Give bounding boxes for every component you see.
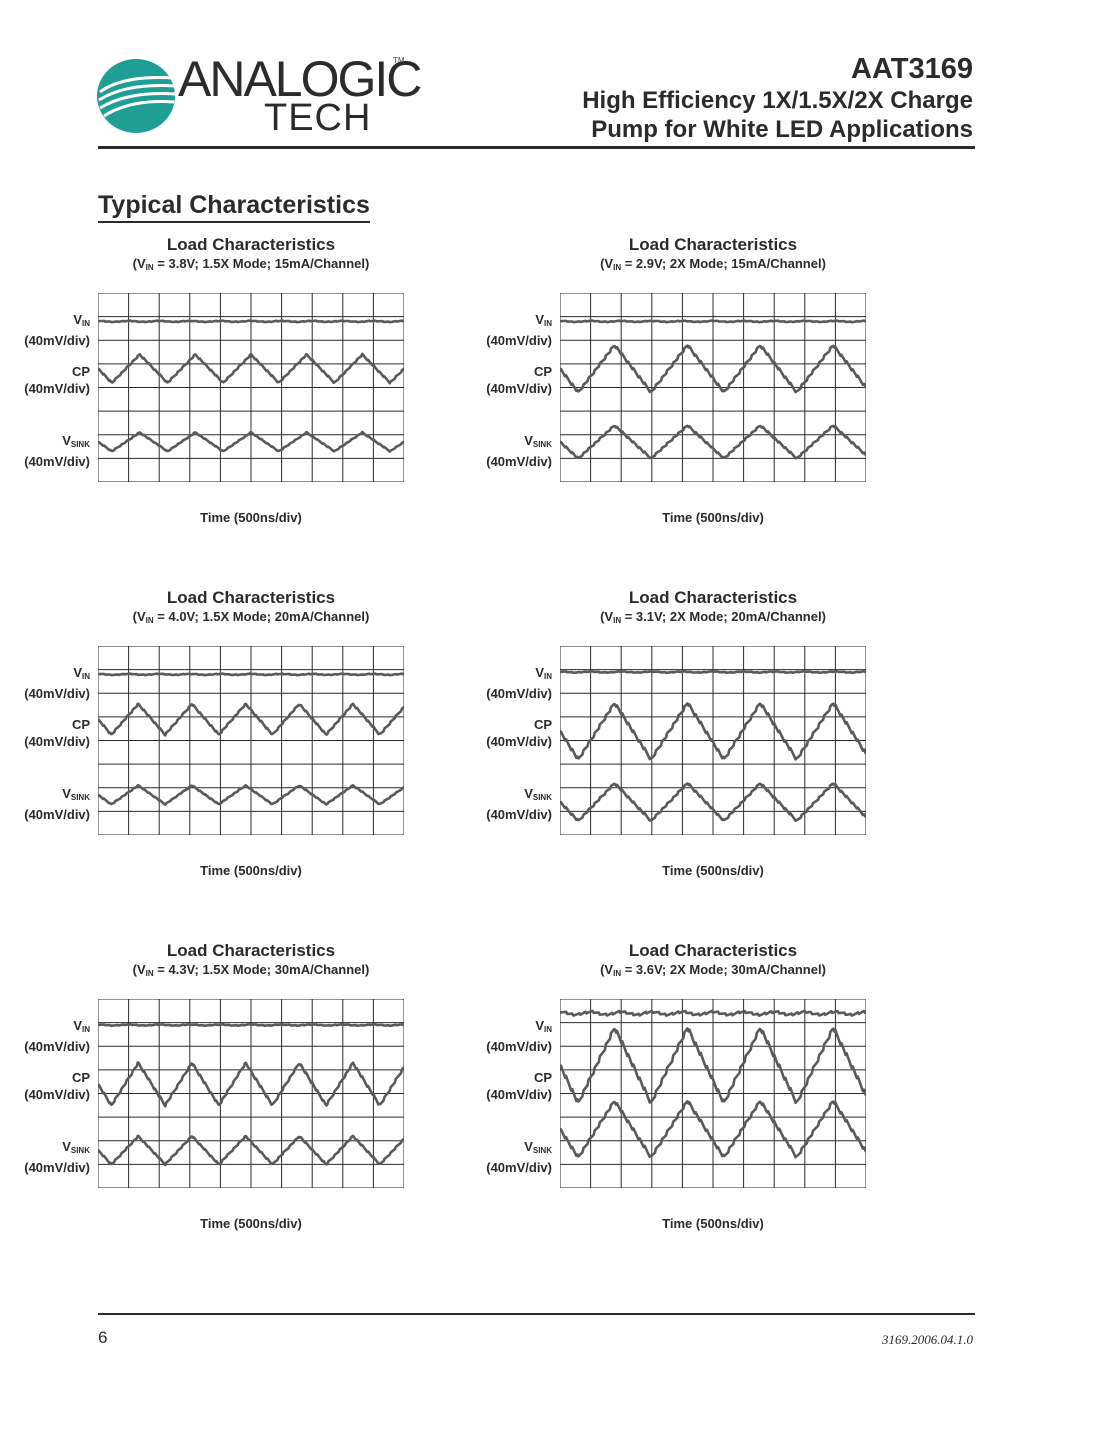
y-label-vin: VIN (40mV/div): [486, 312, 552, 348]
x-axis-label: Time (500ns/div): [200, 510, 302, 525]
logo-wordmark-top: ANALOGIC: [178, 51, 422, 107]
chart-panel: Load Characteristics (VIN = 4.3V; 1.5X M…: [10, 941, 430, 1241]
chart-title: Load Characteristics: [628, 941, 798, 960]
subtitle-condition: = 4.0V; 1.5X Mode; 20mA/Channel): [153, 609, 370, 624]
logo-wordmark-bottom: TECH: [264, 97, 372, 139]
oscilloscope-plot: [98, 999, 404, 1188]
subtitle-subscript: IN: [145, 616, 154, 625]
subtitle-subscript: IN: [145, 263, 154, 272]
oscilloscope-plot: [98, 293, 404, 482]
subtitle-subscript: IN: [145, 969, 154, 978]
chart-subtitle: (VIN = 4.0V; 1.5X Mode; 20mA/Channel): [98, 609, 404, 625]
y-label-cp: CP (40mV/div): [486, 717, 552, 749]
chart-title: Load Characteristics: [166, 235, 336, 254]
logo-trademark: TM: [393, 56, 405, 65]
title-line-2: Pump for White LED Applications: [591, 116, 973, 143]
subtitle-condition: = 3.8V; 1.5X Mode; 15mA/Channel): [153, 256, 370, 271]
y-label-vin: VIN (40mV/div): [24, 312, 90, 348]
trace-vsink: [560, 782, 866, 822]
trace-vin: [98, 1022, 404, 1028]
y-label-cp: CP (40mV/div): [24, 1070, 90, 1102]
x-axis-label: Time (500ns/div): [662, 863, 764, 878]
trace-vsink: [560, 424, 866, 460]
y-label-vin: VIN (40mV/div): [486, 1018, 552, 1054]
subtitle-subscript: IN: [613, 616, 622, 625]
chart-panel: Load Characteristics (VIN = 2.9V; 2X Mod…: [472, 235, 892, 535]
chart-title: Load Characteristics: [628, 588, 798, 607]
trace-vin: [98, 319, 404, 324]
trace-cp: [98, 1061, 404, 1108]
trace-cp: [98, 352, 404, 385]
subtitle-prefix: (V: [132, 609, 146, 624]
x-axis-label: Time (500ns/div): [662, 1216, 764, 1231]
chart-title: Load Characteristics: [166, 588, 336, 607]
trace-vsink: [560, 1100, 866, 1159]
document-id: 3169.2006.04.1.0: [882, 1332, 973, 1347]
trace-vin: [560, 1009, 866, 1018]
page-number: 6: [98, 1328, 108, 1347]
analogictech-logo: ANALOGIC TM TECH: [96, 52, 422, 139]
y-label-vsink: VSINK (40mV/div): [486, 433, 552, 469]
chart-subtitle: (VIN = 3.1V; 2X Mode; 20mA/Channel): [560, 609, 866, 625]
trace-vin: [560, 669, 866, 675]
subtitle-prefix: (V: [600, 962, 614, 977]
trace-vin: [560, 319, 866, 324]
chart-title: Load Characteristics: [166, 941, 336, 960]
trace-cp: [98, 702, 404, 737]
y-label-cp: CP (40mV/div): [24, 717, 90, 749]
oscilloscope-plot: [560, 646, 866, 835]
y-label-vsink: VSINK (40mV/div): [24, 433, 90, 469]
y-label-vin: VIN (40mV/div): [486, 665, 552, 701]
footer-rule: [98, 1313, 975, 1315]
x-axis-label: Time (500ns/div): [200, 1216, 302, 1231]
trace-vin: [98, 672, 404, 677]
x-axis-label: Time (500ns/div): [200, 863, 302, 878]
y-label-vsink: VSINK (40mV/div): [24, 1139, 90, 1175]
trace-vsink: [98, 784, 404, 806]
subtitle-subscript: IN: [613, 263, 622, 272]
document-header: AAT3169 High Efficiency 1X/1.5X/2X Charg…: [582, 52, 973, 144]
section-title: Typical Characteristics: [98, 190, 370, 223]
subtitle-prefix: (V: [600, 256, 614, 271]
trace-vsink: [98, 1134, 404, 1167]
trace-vsink: [98, 430, 404, 453]
chart-panel: Load Characteristics (VIN = 3.6V; 2X Mod…: [472, 941, 892, 1241]
trace-cp: [560, 1027, 866, 1105]
y-label-vsink: VSINK (40mV/div): [24, 786, 90, 822]
chart-panel: Load Characteristics (VIN = 3.1V; 2X Mod…: [472, 588, 892, 888]
y-label-vsink: VSINK (40mV/div): [486, 786, 552, 822]
chart-subtitle: (VIN = 3.8V; 1.5X Mode; 15mA/Channel): [98, 256, 404, 272]
title-line-1: High Efficiency 1X/1.5X/2X Charge: [582, 87, 973, 114]
chart-panel: Load Characteristics (VIN = 4.0V; 1.5X M…: [10, 588, 430, 888]
y-label-vin: VIN (40mV/div): [24, 665, 90, 701]
part-number: AAT3169: [851, 53, 973, 85]
chart-subtitle: (VIN = 3.6V; 2X Mode; 30mA/Channel): [560, 962, 866, 978]
y-label-cp: CP (40mV/div): [24, 364, 90, 396]
subtitle-prefix: (V: [600, 609, 614, 624]
subtitle-condition: = 3.1V; 2X Mode; 20mA/Channel): [621, 609, 826, 624]
header-rule: [98, 146, 975, 149]
chart-title: Load Characteristics: [628, 235, 798, 254]
chart-subtitle: (VIN = 2.9V; 2X Mode; 15mA/Channel): [560, 256, 866, 272]
subtitle-condition: = 2.9V; 2X Mode; 15mA/Channel): [621, 256, 826, 271]
subtitle-prefix: (V: [132, 256, 146, 271]
y-label-vin: VIN (40mV/div): [24, 1018, 90, 1054]
chart-subtitle: (VIN = 4.3V; 1.5X Mode; 30mA/Channel): [98, 962, 404, 978]
trace-cp: [560, 702, 866, 761]
subtitle-condition: = 4.3V; 1.5X Mode; 30mA/Channel): [153, 962, 370, 977]
x-axis-label: Time (500ns/div): [662, 510, 764, 525]
subtitle-subscript: IN: [613, 969, 622, 978]
oscilloscope-plot: [560, 293, 866, 482]
trace-cp: [560, 344, 866, 394]
oscilloscope-plot: [560, 999, 866, 1188]
chart-panel: Load Characteristics (VIN = 3.8V; 1.5X M…: [10, 235, 430, 535]
y-label-cp: CP (40mV/div): [486, 1070, 552, 1102]
y-label-vsink: VSINK (40mV/div): [486, 1139, 552, 1175]
oscilloscope-plot: [98, 646, 404, 835]
subtitle-condition: = 3.6V; 2X Mode; 30mA/Channel): [621, 962, 826, 977]
subtitle-prefix: (V: [132, 962, 146, 977]
logo-mark-icon: [97, 59, 176, 133]
y-label-cp: CP (40mV/div): [486, 364, 552, 396]
